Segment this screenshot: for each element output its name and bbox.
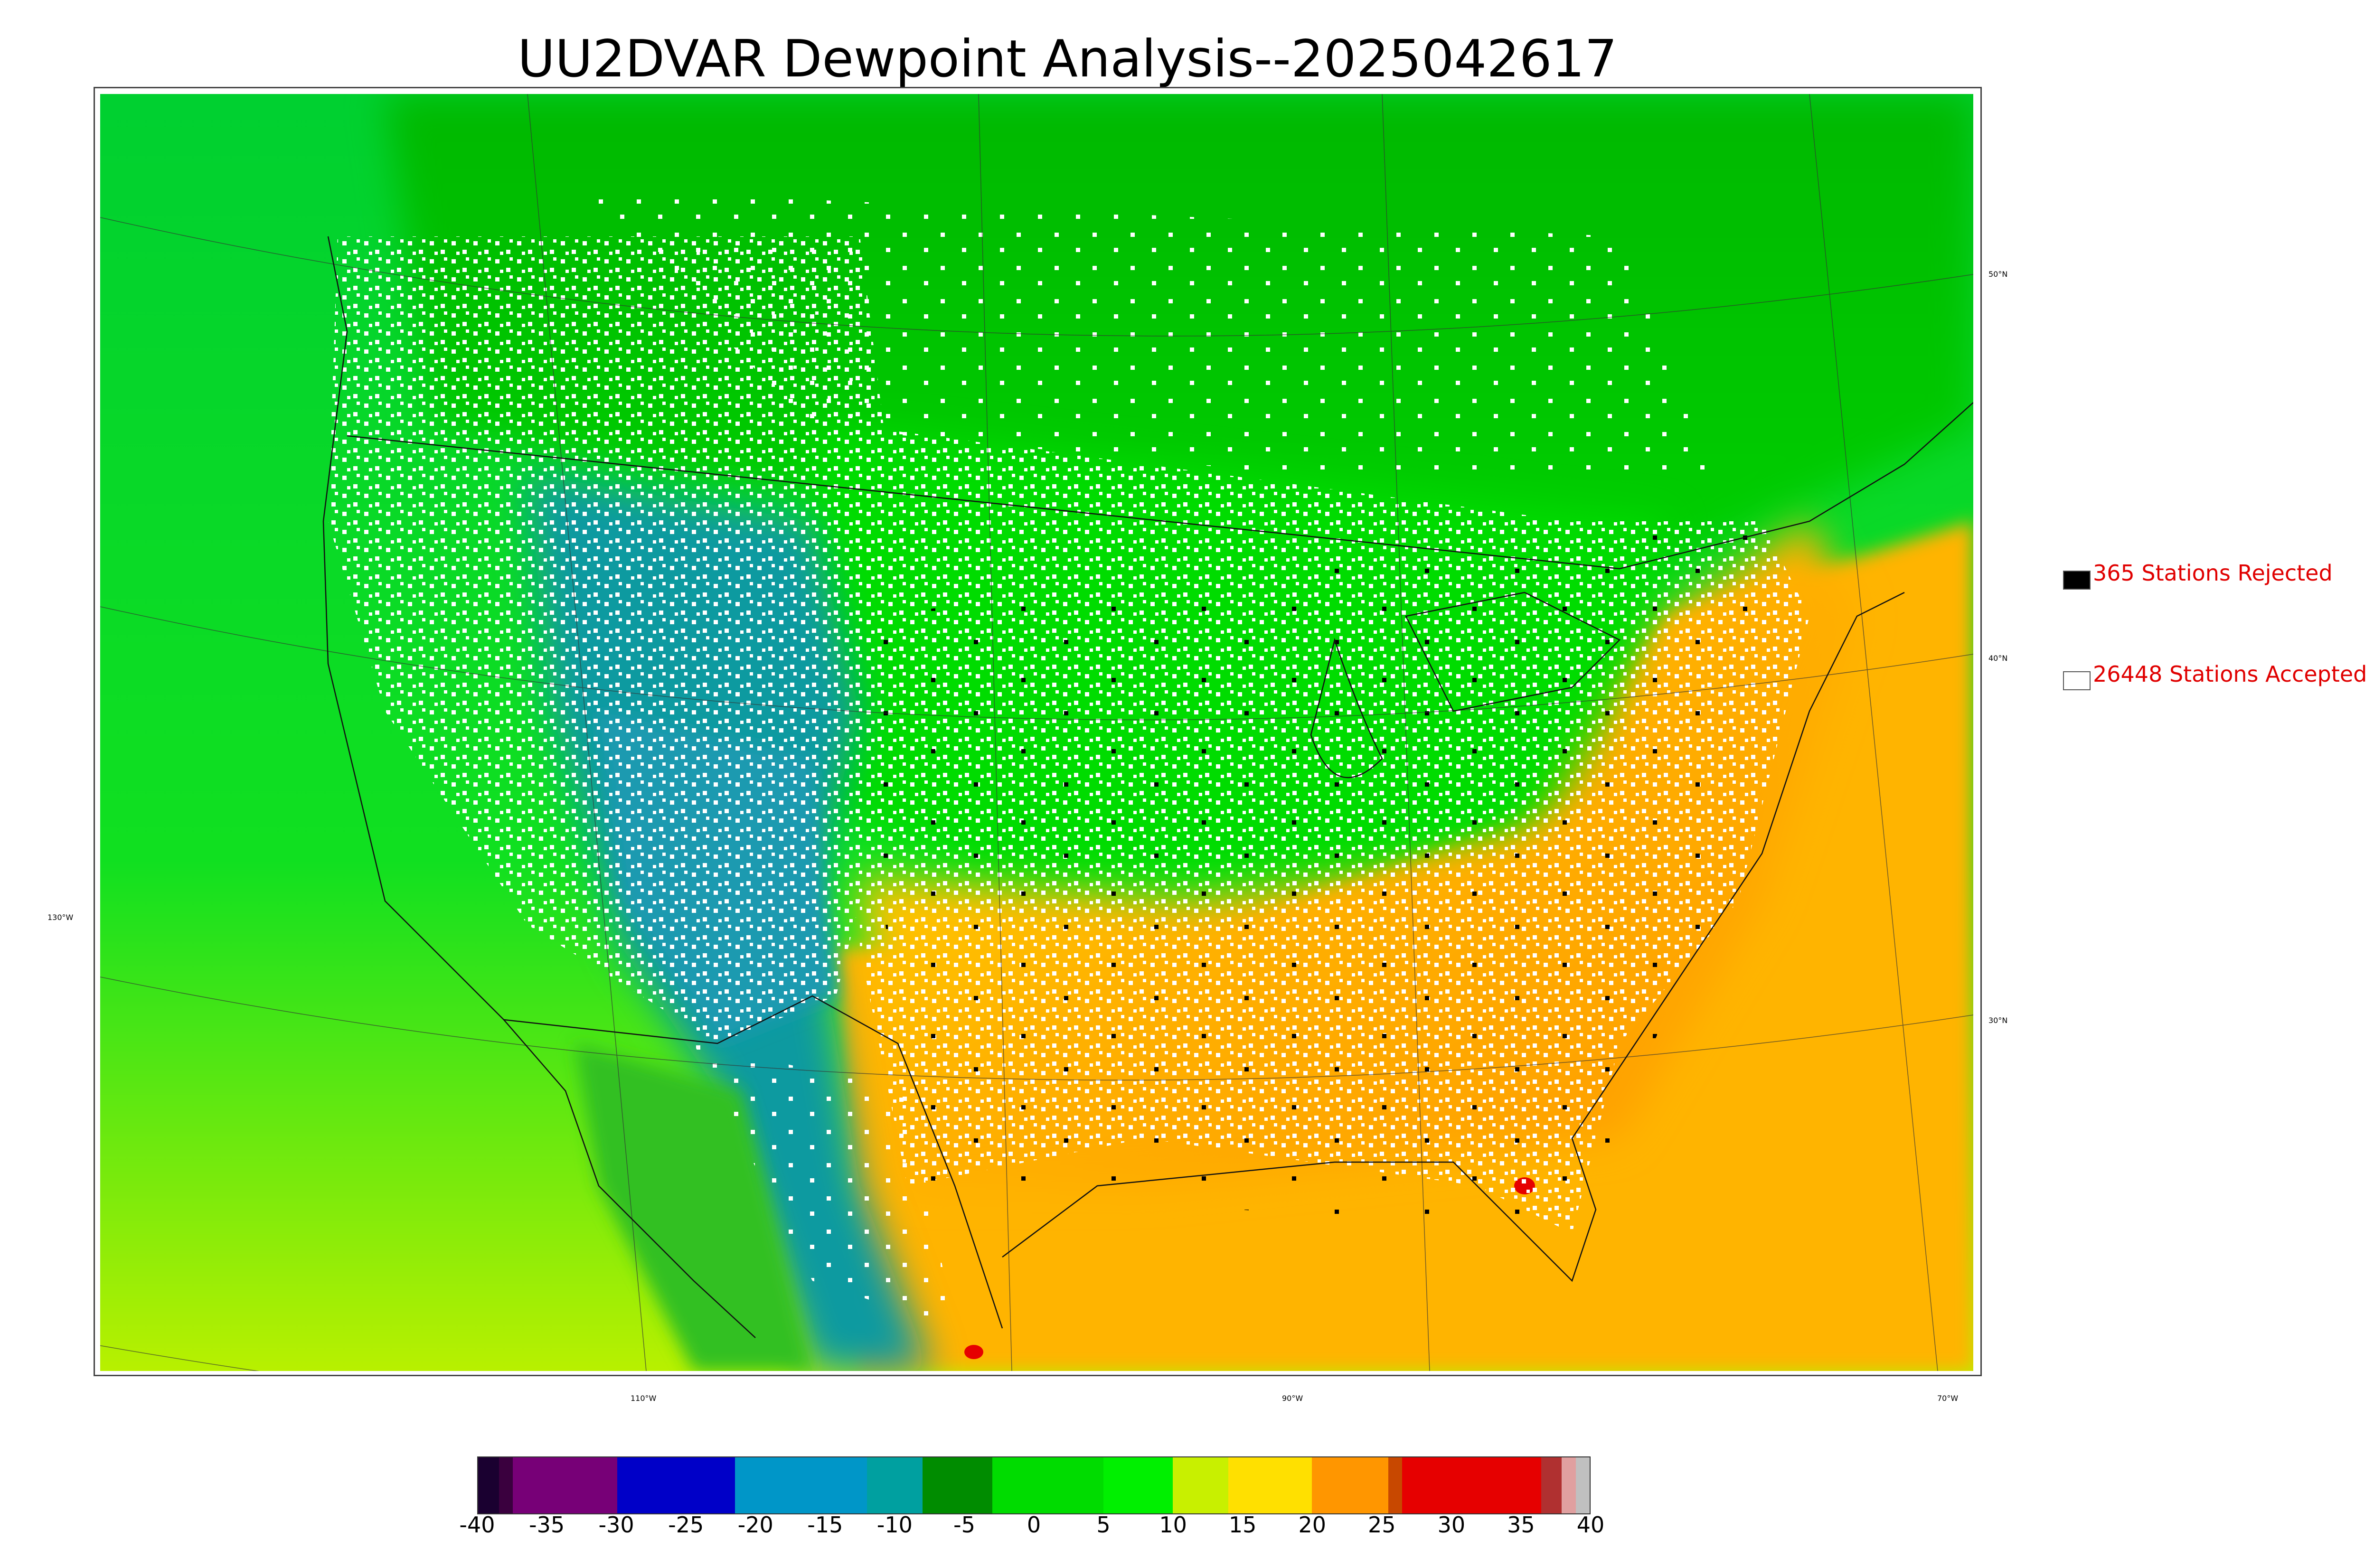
colorbar-tick-label: -15 <box>807 1512 843 1538</box>
accepted-legend-label: 26448 Stations Accepted <box>2093 661 2367 687</box>
colorbar-tick-label: -25 <box>668 1512 704 1538</box>
colorbar-tick-label: 20 <box>1298 1512 1327 1538</box>
colorbar-segment <box>735 1457 867 1513</box>
colorbar-segment <box>1388 1457 1402 1513</box>
colorbar-tick-label: -20 <box>737 1512 773 1538</box>
colorbar-segment <box>1173 1457 1229 1513</box>
colorbar-tick-label: 30 <box>1437 1512 1466 1538</box>
lon-label-70w: 70°W <box>1937 1394 1959 1403</box>
colorbar-segment <box>992 1457 1103 1513</box>
colorbar-segment <box>1103 1457 1173 1513</box>
colorbar-segment <box>1228 1457 1312 1513</box>
colorbar-segment <box>1402 1457 1541 1513</box>
mexico-hot-spot <box>964 1345 983 1359</box>
station-cluster-canada <box>575 189 1715 474</box>
colorbar-segment <box>1575 1457 1590 1513</box>
colorbar-segment <box>1311 1457 1388 1513</box>
colorbar-tick-label: -30 <box>598 1512 634 1538</box>
dewpoint-map <box>100 94 1973 1371</box>
colorbar-tick-label: -35 <box>528 1512 565 1538</box>
colorbar-tick-label: -40 <box>459 1512 495 1538</box>
lat-label-30n: 30°N <box>1988 1016 2008 1025</box>
colorbar-tick-label: 40 <box>1576 1512 1605 1538</box>
colorbar-segment <box>1541 1457 1562 1513</box>
colorbar-segment <box>923 1457 992 1513</box>
lat-label-40n: 40°N <box>1988 654 2008 663</box>
colorbar-tick-label: 15 <box>1228 1512 1257 1538</box>
colorbar <box>477 1456 1591 1514</box>
colorbar-tick-label: 0 <box>1027 1512 1041 1538</box>
boundaries <box>322 236 1973 1338</box>
lon-label-90w: 90°W <box>1282 1394 1303 1403</box>
colorbar-segment <box>617 1457 735 1513</box>
lon-label-130w: 130°W <box>47 913 74 922</box>
rejected-legend-swatch <box>2063 571 2091 590</box>
station-cluster-mexico <box>694 1043 955 1328</box>
colorbar-tick-label: 35 <box>1507 1512 1535 1538</box>
colorbar-segment <box>478 1457 499 1513</box>
colorbar-tick-label: -10 <box>876 1512 913 1538</box>
colorbar-tick-label: 5 <box>1096 1512 1111 1538</box>
map-title: UU2DVAR Dewpoint Analysis--2025042617 <box>518 29 1618 89</box>
colorbar-tick-label: -5 <box>953 1512 975 1538</box>
colorbar-segment <box>513 1457 617 1513</box>
colorbar-segment <box>1562 1457 1576 1513</box>
lat-label-50n: 50°N <box>1988 270 2008 279</box>
lon-label-110w: 110°W <box>631 1394 657 1403</box>
colorbar-segment <box>499 1457 513 1513</box>
rejected-legend-label: 365 Stations Rejected <box>2093 560 2333 586</box>
rejected-stations <box>860 521 1762 1233</box>
graticule <box>100 94 1973 1371</box>
colorbar-tick-label: 25 <box>1368 1512 1396 1538</box>
station-cluster-west <box>328 236 907 1043</box>
accepted-legend-swatch <box>2063 671 2091 690</box>
colorbar-segment <box>867 1457 923 1513</box>
colorbar-tick-label: 10 <box>1159 1512 1187 1538</box>
mexico-west-field <box>575 1043 812 1371</box>
